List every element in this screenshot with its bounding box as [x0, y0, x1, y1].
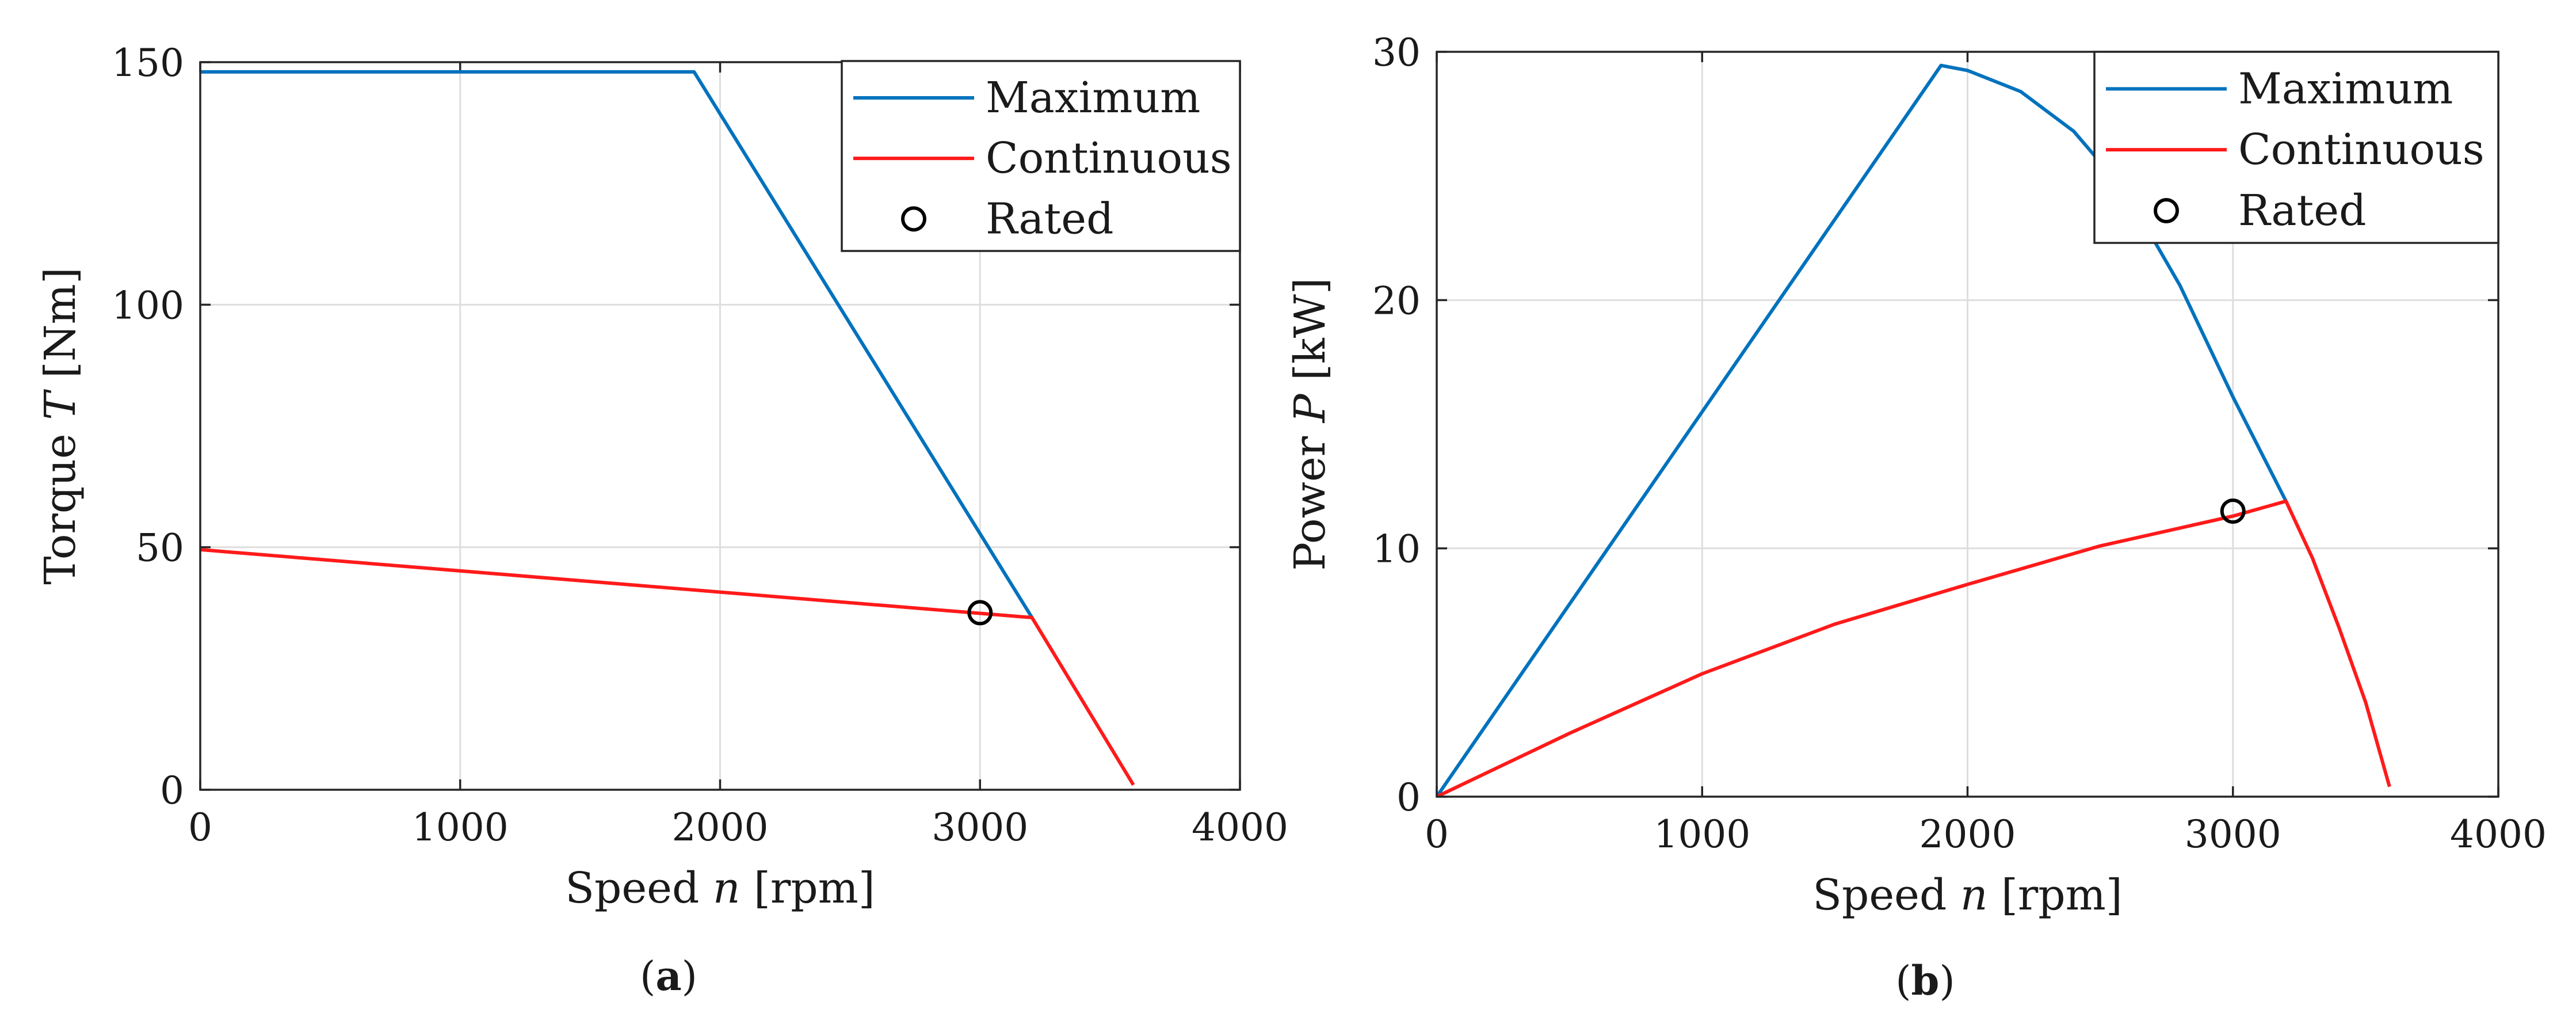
legend-swatch-rated — [901, 206, 926, 232]
x-tick-label: 3000 — [2185, 812, 2281, 857]
legend: Maximum Continuous Rated — [2093, 51, 2499, 244]
legend-box — [2093, 51, 2499, 244]
panel-caption: (a) — [640, 952, 697, 1000]
legend-label: Rated — [986, 194, 1113, 243]
panel-caption: (b) — [1895, 957, 1955, 1004]
series-line-maximum — [1437, 63, 2288, 797]
x-tick-label: 0 — [1425, 812, 1449, 857]
x-tick-label: 1000 — [412, 805, 509, 850]
y-tick-label: 30 — [1372, 31, 1421, 75]
panel-a-torque-chart: 0 1000 2000 3000 4000 0 50 100 150 Maximum Continu… — [36, 41, 1288, 1000]
y-tick-label: 150 — [112, 41, 184, 85]
legend-label: Maximum — [986, 73, 1200, 123]
y-axis-label: Power P [kW] — [1285, 277, 1335, 570]
series-line-maximum — [200, 70, 1034, 619]
legend-label: Maximum — [2238, 64, 2453, 113]
x-tick-label: 2000 — [672, 805, 769, 850]
legend-label: Continuous — [2238, 125, 2485, 174]
legend-label: Continuous — [986, 134, 1232, 183]
axes-frame — [199, 61, 1241, 791]
x-tick-label: 4000 — [1192, 805, 1288, 850]
y-tick-label: 0 — [1396, 775, 1421, 820]
rated-point-marker — [967, 600, 993, 626]
legend-box — [841, 60, 1241, 252]
y-tick-label: 100 — [112, 283, 184, 328]
y-tick-label: 50 — [136, 526, 184, 570]
x-axis-label: Speed n [rpm] — [1812, 870, 2122, 920]
legend: Maximum Continuous Rated — [841, 60, 1241, 252]
panel-b-power-chart: 0 1000 2000 3000 4000 0 10 20 30 Maximum Continuou… — [1285, 31, 2547, 1004]
axes-frame — [1436, 51, 2499, 798]
x-tick-label: 0 — [188, 805, 212, 850]
y-tick-label: 0 — [160, 768, 184, 813]
series-line-continuous — [200, 547, 1135, 786]
x-tick-label: 4000 — [2450, 812, 2547, 857]
rated-point-marker — [2220, 498, 2246, 524]
x-tick-label: 3000 — [932, 805, 1028, 850]
x-tick-label: 1000 — [1654, 812, 1750, 857]
y-axis-label: Torque T [Nm] — [36, 267, 85, 584]
x-axis-label: Speed n [rpm] — [565, 863, 875, 913]
legend-label: Rated — [2238, 186, 2366, 235]
y-tick-label: 10 — [1372, 527, 1421, 572]
legend-swatch-rated — [2154, 197, 2179, 223]
x-tick-label: 2000 — [1919, 812, 2016, 857]
y-tick-label: 20 — [1372, 279, 1421, 323]
series-line-continuous — [1437, 499, 2391, 797]
